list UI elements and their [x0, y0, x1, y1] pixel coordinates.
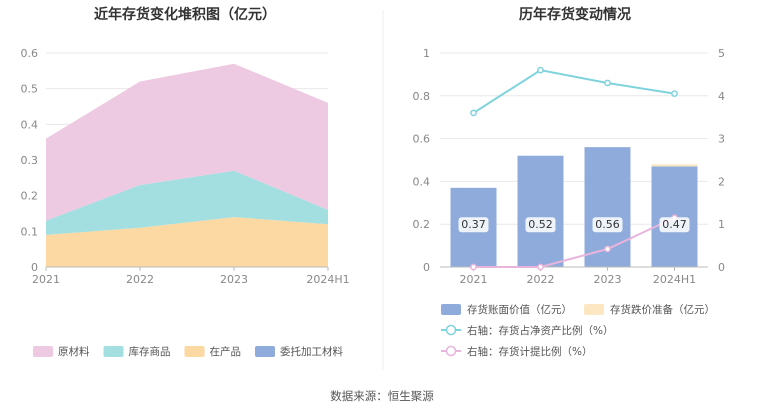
point-右轴：存货计提比例（%） [537, 263, 544, 271]
bar-value-label-bg [458, 217, 489, 233]
line-右轴：存货计提比例（%） [473, 216, 675, 268]
bar-value-label: 0.56 [595, 218, 620, 231]
data-source: 数据来源：恒生聚源 [330, 389, 434, 403]
bar-book-value [517, 155, 564, 267]
legend-swatch-库存商品 [103, 346, 124, 357]
line-右轴：存货占净资产比例（%） [472, 69, 675, 114]
right-x-tick-label: 2022 [527, 273, 555, 286]
legend-swatch-book-value [441, 304, 461, 315]
right-x-tick-label: 2023 [594, 273, 622, 286]
bar-value-label: 0.52 [528, 218, 553, 231]
left-y-tick-label: 0.3 [21, 154, 39, 167]
legend-label-在产品: 在产品 [210, 345, 242, 358]
left-y-tick-label: 0.5 [21, 83, 39, 96]
left-legend: 原材料 库存商品 在产品 委托加工材料 [33, 345, 343, 358]
bar-value-label-bg [659, 217, 690, 233]
left-x-tick-label: 2024H1 [306, 273, 349, 286]
area-库存商品 [46, 170, 328, 235]
right-y-tick-label: 0.8 [413, 90, 431, 103]
right-y-tick-label: 0.6 [413, 133, 431, 146]
right-y2-tick-label: 5 [718, 47, 725, 60]
legend-label-右轴：存货占净资产比例（%）: 右轴：存货占净资产比例（%） [467, 324, 613, 337]
point-右轴：存货占净资产比例（%） [537, 66, 544, 74]
right-chart-title: 历年存货变动情况 [519, 6, 631, 23]
legend-label-impairment-reserve: 存货跌价准备（亿元） [610, 303, 715, 316]
left-x-tick-label: 2022 [126, 273, 154, 286]
legend-marker-右轴：存货计提比例（%） [445, 345, 457, 357]
right-legend: 存货账面价值（亿元） 存货跌价准备（亿元） 右轴：存货占净资产比例（%） 右轴：存货计… [441, 303, 715, 358]
legend-marker-右轴：存货占净资产比例（%） [445, 324, 457, 336]
right-x-tick-label: 2021 [460, 273, 488, 286]
left-y-tick-label: 0.6 [21, 47, 39, 60]
right-chart: 0 0.2 0.4 0.6 0.8 1 0 1 2 3 4 5 2021 2022 2023 2024H1 0.… [413, 47, 726, 286]
right-y2-tick-label: 4 [718, 90, 725, 103]
left-x-tick-label: 2023 [220, 273, 248, 286]
legend-label-库存商品: 库存商品 [129, 345, 171, 358]
legend-label-原材料: 原材料 [58, 345, 90, 358]
right-y-tick-label: 1 [423, 47, 430, 60]
right-y2-tick-label: 0 [718, 261, 725, 274]
right-y-tick-label: 0.2 [413, 218, 431, 231]
area-在产品 [46, 217, 328, 267]
point-右轴：存货计提比例（%） [470, 263, 477, 271]
point-右轴：存货占净资产比例（%） [671, 90, 678, 98]
bar-value-label-bg [592, 217, 623, 233]
left-chart: 0 0.1 0.2 0.3 0.4 0.5 0.6 2021 2022 2023 2024H1 [21, 47, 350, 286]
left-y-tick-label: 0 [31, 261, 38, 274]
right-y2-tick-label: 2 [718, 175, 725, 188]
area-原材料 [46, 63, 328, 221]
legend-swatch-在产品 [184, 346, 205, 357]
left-y-tick-label: 0.2 [21, 190, 39, 203]
left-y-tick-label: 0.1 [21, 225, 39, 238]
legend-label-右轴：存货计提比例（%）: 右轴：存货计提比例（%） [467, 345, 592, 358]
right-y2-tick-label: 1 [718, 218, 725, 231]
legend-swatch-原材料 [33, 346, 53, 357]
right-y-tick-label: 0 [423, 261, 430, 274]
left-x-tick-label: 2021 [32, 273, 60, 286]
legend-swatch-委托加工材料 [255, 346, 275, 357]
point-右轴：存货占净资产比例（%） [604, 79, 611, 87]
point-右轴：存货占净资产比例（%） [470, 109, 477, 117]
legend-swatch-impairment-reserve [584, 304, 604, 315]
bar-impairment-reserve [651, 164, 698, 167]
legend-label-委托加工材料: 委托加工材料 [280, 345, 343, 358]
right-x-tick-label: 2024H1 [653, 273, 696, 286]
legend-label-book-value: 存货账面价值（亿元） [467, 303, 572, 316]
point-右轴：存货计提比例（%） [604, 245, 611, 253]
bar-value-label-bg [525, 217, 556, 233]
left-chart-title: 近年存货变化堆积图（亿元） [94, 6, 276, 23]
right-y2-tick-label: 3 [718, 133, 725, 146]
left-y-tick-label: 0.4 [21, 118, 39, 131]
bar-value-label: 0.37 [461, 218, 486, 231]
right-y-tick-label: 0.4 [413, 175, 431, 188]
bar-value-label: 0.47 [662, 218, 687, 231]
